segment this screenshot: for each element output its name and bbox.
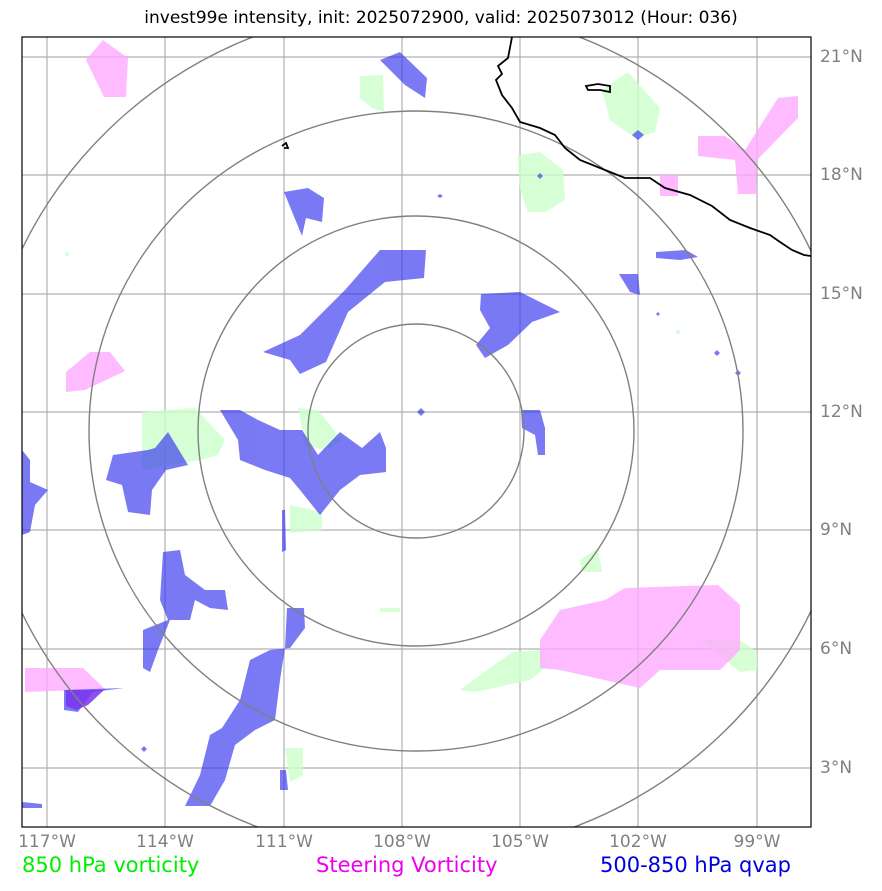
- range-rings: [22, 37, 811, 827]
- longitude-label: 105°W: [491, 832, 549, 852]
- longitude-label: 108°W: [373, 832, 431, 852]
- latitude-label: 18°N: [820, 165, 863, 185]
- longitude-label: 102°W: [609, 832, 667, 852]
- longitude-label: 99°W: [733, 832, 781, 852]
- coastline: [281, 37, 811, 257]
- latitude-label: 12°N: [820, 402, 863, 422]
- latitude-label: 6°N: [820, 639, 853, 659]
- longitude-label: 111°W: [255, 832, 313, 852]
- overlap-field: [66, 690, 104, 710]
- qvap-field: [22, 52, 741, 808]
- latitude-label: 21°N: [820, 47, 863, 67]
- legend-qvap: 500-850 hPa qvap: [600, 853, 791, 877]
- map-title: invest99e intensity, init: 2025072900, v…: [144, 8, 738, 28]
- longitude-label: 114°W: [136, 832, 194, 852]
- legend-850-vorticity: 850 hPa vorticity: [22, 853, 200, 877]
- legend-steering-vorticity: Steering Vorticity: [316, 853, 498, 877]
- map-frame: [21, 36, 812, 828]
- latitude-label: 15°N: [820, 284, 863, 304]
- longitude-label: 117°W: [18, 832, 76, 852]
- latitude-label: 9°N: [820, 520, 853, 540]
- map-background: [22, 37, 811, 827]
- latitude-label: 3°N: [820, 758, 853, 778]
- steering-vorticity-field: [25, 40, 798, 692]
